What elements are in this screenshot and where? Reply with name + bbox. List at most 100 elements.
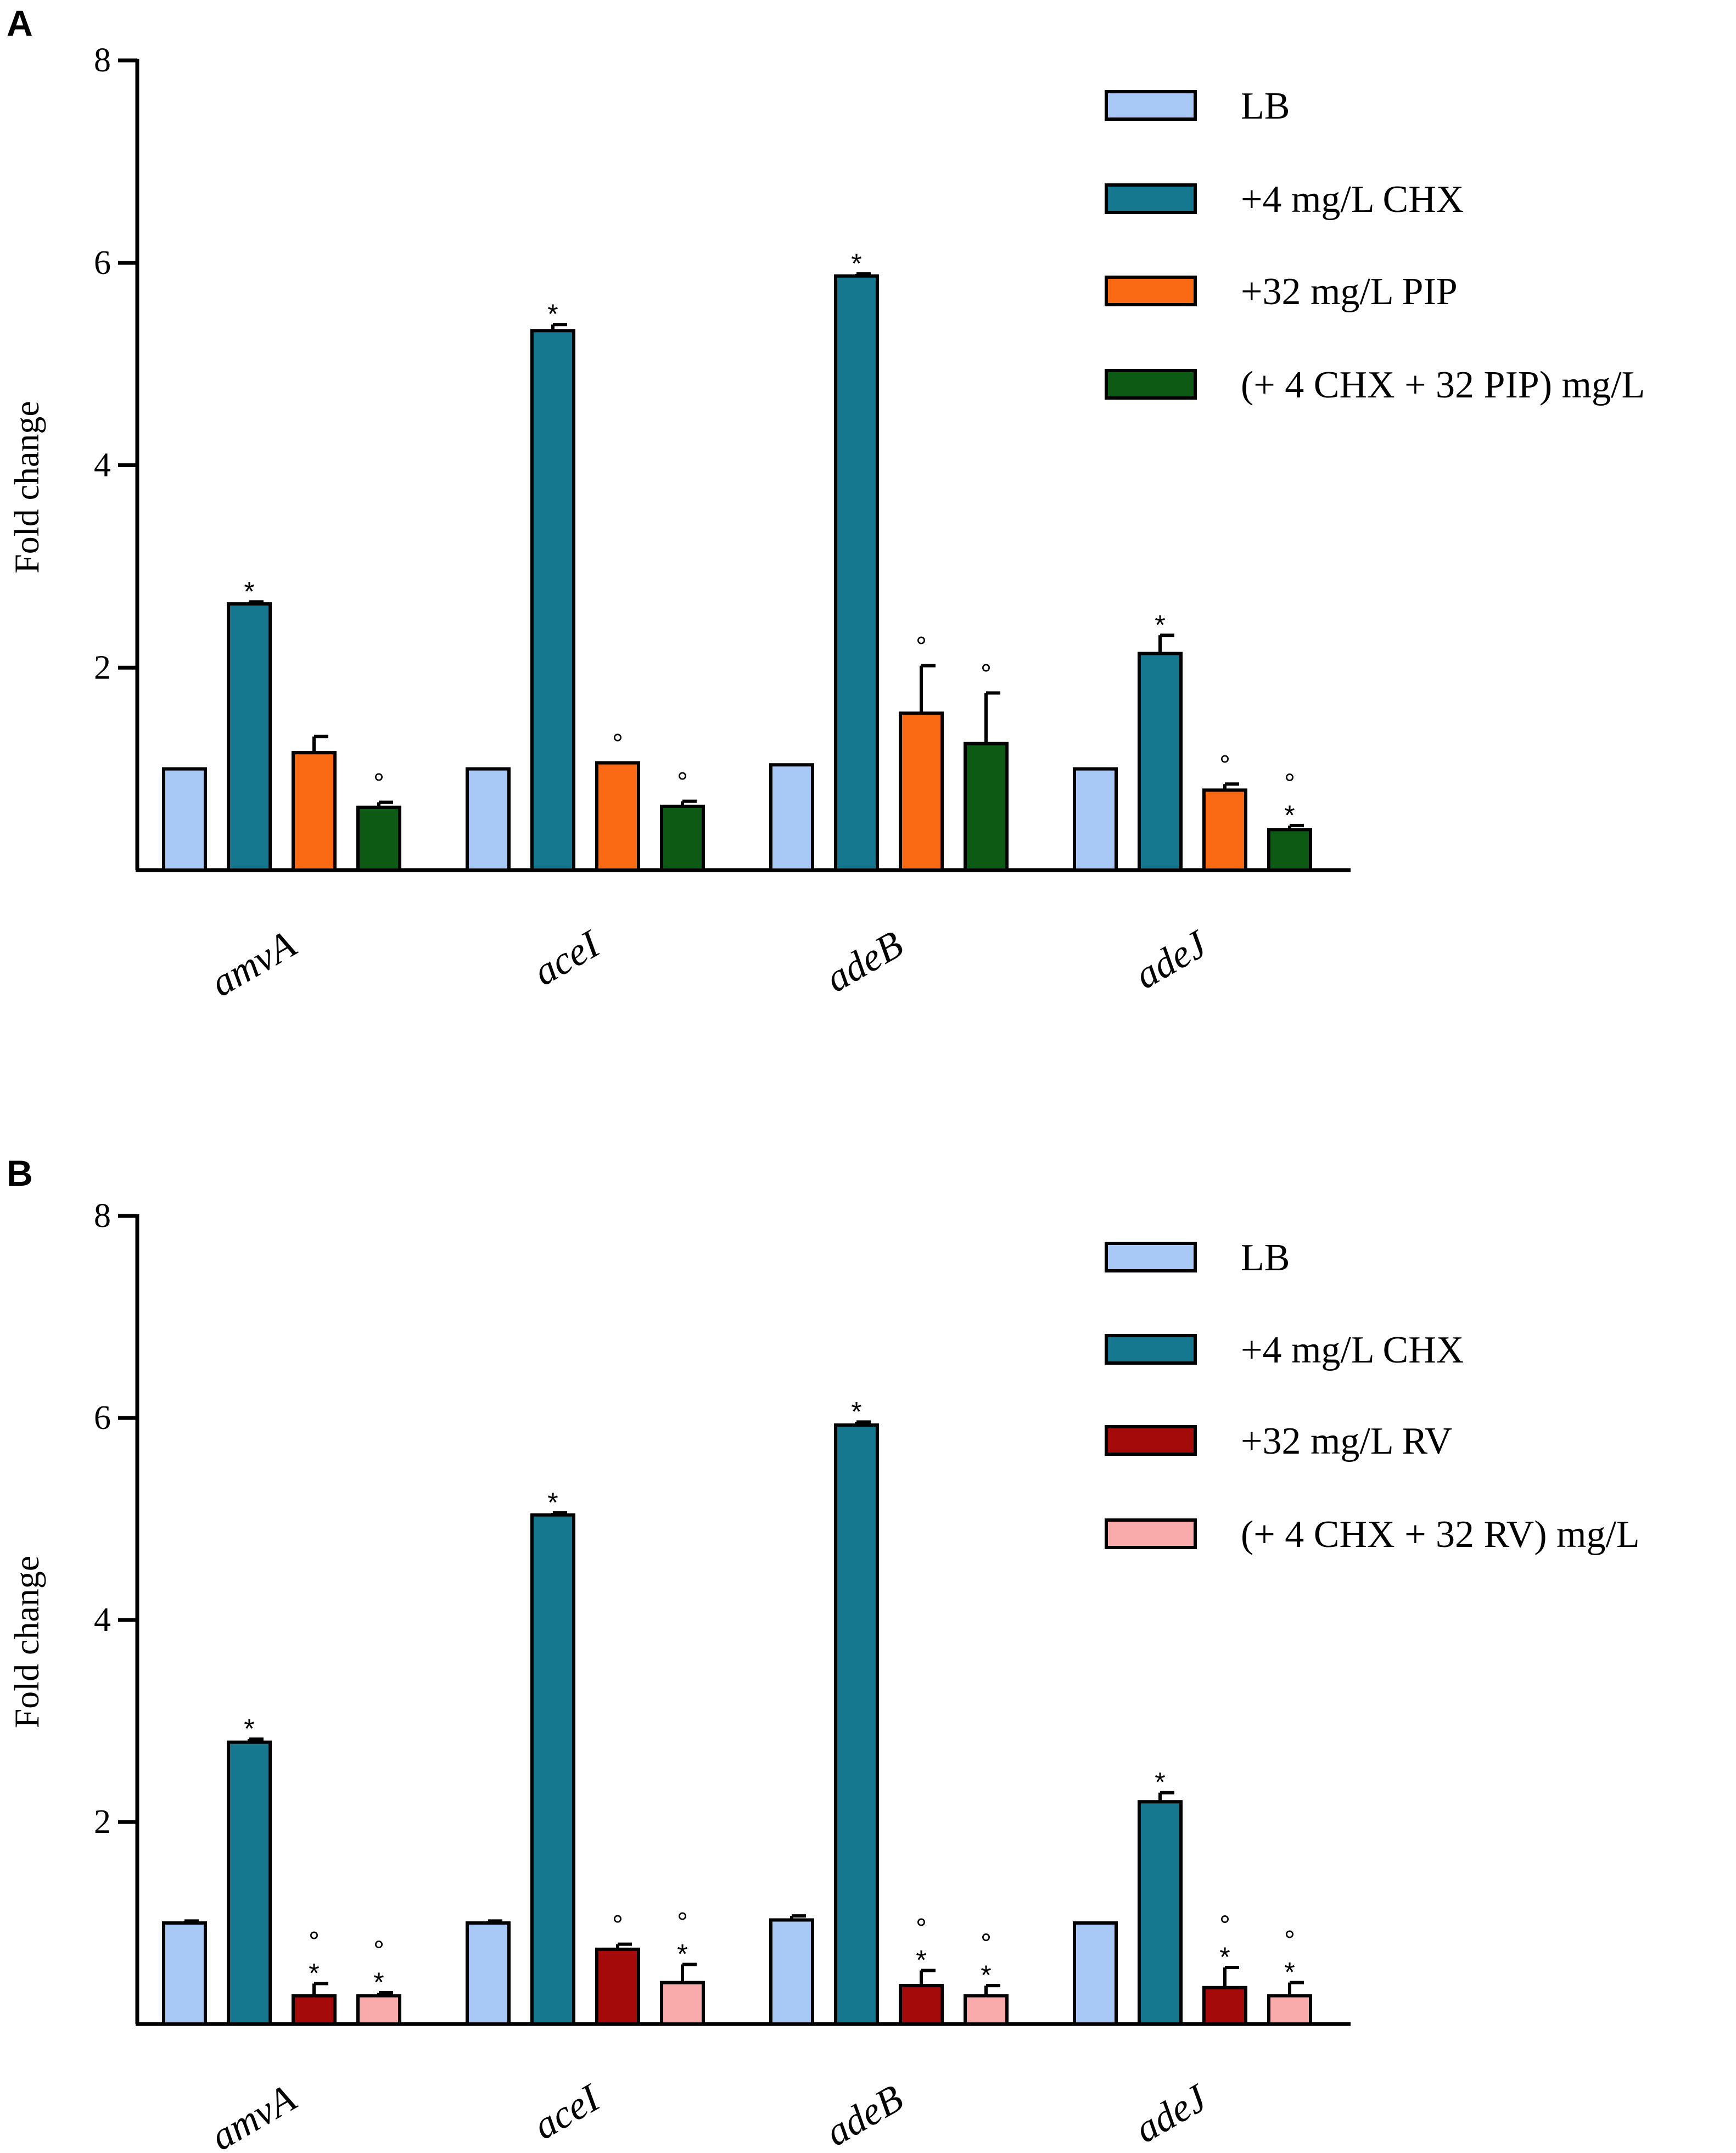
significance-circle: ° <box>373 1935 384 1966</box>
bar <box>162 767 207 872</box>
significance-circle: ° <box>916 1913 927 1943</box>
significance-circle: ° <box>1284 768 1295 799</box>
y-tick-label: 8 <box>94 1197 111 1235</box>
legend-label: (+ 4 CHX + 32 RV) mg/L <box>1241 1513 1640 1556</box>
bar <box>899 1984 944 2026</box>
significance-circle: ° <box>1284 1925 1295 1956</box>
y-tick-label: 2 <box>94 649 111 686</box>
bar <box>964 742 1009 872</box>
y-tick-label: 6 <box>94 1399 111 1437</box>
bar <box>227 1740 272 2026</box>
bar <box>466 767 511 872</box>
panel-letter: B <box>7 1153 33 1193</box>
significance-star: * <box>1219 1942 1230 1972</box>
significance-star: * <box>916 1944 926 1975</box>
y-tick-label: 8 <box>94 42 111 79</box>
significance-circle: ° <box>612 728 623 759</box>
bar <box>834 1423 879 2026</box>
significance-star: * <box>373 1967 384 1998</box>
bar <box>595 1947 640 2026</box>
significance-circle: ° <box>677 1907 688 1937</box>
x-tick-label: adeB <box>818 2076 910 2153</box>
x-tick-label: adeJ <box>1127 921 1215 997</box>
legend-swatch <box>1105 369 1197 400</box>
bar <box>660 1981 705 2026</box>
x-tick-label: amvA <box>203 922 304 1005</box>
bar <box>1267 1994 1312 2026</box>
bar <box>1073 1921 1118 2026</box>
y-axis-label: Fold change <box>7 401 46 574</box>
legend-label: +32 mg/L PIP <box>1241 271 1458 313</box>
legend-swatch <box>1105 183 1197 214</box>
legend-label: LB <box>1241 85 1290 127</box>
significance-circle: ° <box>677 767 688 798</box>
bar <box>769 1918 814 2026</box>
significance-circle: ° <box>916 631 927 662</box>
bar <box>1138 1800 1183 2026</box>
bar <box>1073 767 1118 872</box>
significance-circle: ° <box>1219 1910 1230 1941</box>
significance-star: * <box>851 1396 861 1427</box>
significance-star: * <box>851 248 861 279</box>
significance-circle: ° <box>309 1926 320 1956</box>
significance-star: * <box>547 299 558 329</box>
bar <box>1267 828 1312 872</box>
bar <box>1202 788 1247 872</box>
bar <box>530 329 575 872</box>
bar <box>292 751 337 872</box>
legend-label: +4 mg/L CHX <box>1241 178 1464 221</box>
significance-circle: ° <box>612 1910 623 1941</box>
legend-swatch <box>1105 1425 1197 1456</box>
legend-swatch <box>1105 276 1197 306</box>
legend-label: +32 mg/L RV <box>1241 1420 1452 1462</box>
x-tick-label: adeJ <box>1127 2075 1215 2151</box>
significance-star: * <box>244 1713 254 1744</box>
bar <box>356 805 401 872</box>
significance-circle: ° <box>1219 749 1230 780</box>
bar <box>964 1994 1009 2026</box>
bar <box>466 1921 511 2026</box>
y-axis-label: Fold change <box>7 1556 46 1729</box>
y-tick-label: 6 <box>94 244 111 282</box>
legend-swatch <box>1105 1518 1197 1549</box>
legend-swatch <box>1105 1334 1197 1365</box>
bar <box>834 274 879 872</box>
significance-star: * <box>1155 609 1165 640</box>
x-tick-label: amvA <box>203 2076 304 2153</box>
significance-circle: ° <box>981 658 992 689</box>
x-tick-label: adeB <box>818 922 910 1001</box>
significance-star: * <box>244 576 254 607</box>
significance-star: * <box>309 1958 319 1988</box>
legend-label: (+ 4 CHX + 32 PIP) mg/L <box>1241 364 1645 406</box>
legend-swatch <box>1105 1242 1197 1272</box>
significance-star: * <box>1284 1957 1295 1988</box>
significance-star: * <box>1155 1767 1165 1798</box>
bar <box>1138 652 1183 872</box>
significance-circle: ° <box>373 767 384 798</box>
y-tick-label: 2 <box>94 1803 111 1841</box>
legend-label: +4 mg/L CHX <box>1241 1329 1464 1371</box>
bar <box>660 804 705 872</box>
bar <box>530 1513 575 2026</box>
bar <box>356 1994 401 2026</box>
significance-star: * <box>677 1938 687 1969</box>
significance-circle: ° <box>981 1928 992 1959</box>
legend-swatch <box>1105 90 1197 121</box>
bar <box>899 711 944 872</box>
x-tick-label: aceI <box>526 921 608 994</box>
x-tick-label: aceI <box>526 2075 608 2148</box>
bar <box>227 602 272 872</box>
bar <box>1202 1986 1247 2026</box>
panel-letter: A <box>7 3 33 43</box>
legend-label: LB <box>1241 1237 1290 1279</box>
significance-star: * <box>981 1960 991 1991</box>
y-tick-label: 4 <box>94 447 111 484</box>
bar <box>292 1994 337 2026</box>
bar <box>162 1921 207 2026</box>
y-tick-label: 4 <box>94 1601 111 1639</box>
bar <box>769 763 814 872</box>
significance-star: * <box>1284 800 1295 831</box>
